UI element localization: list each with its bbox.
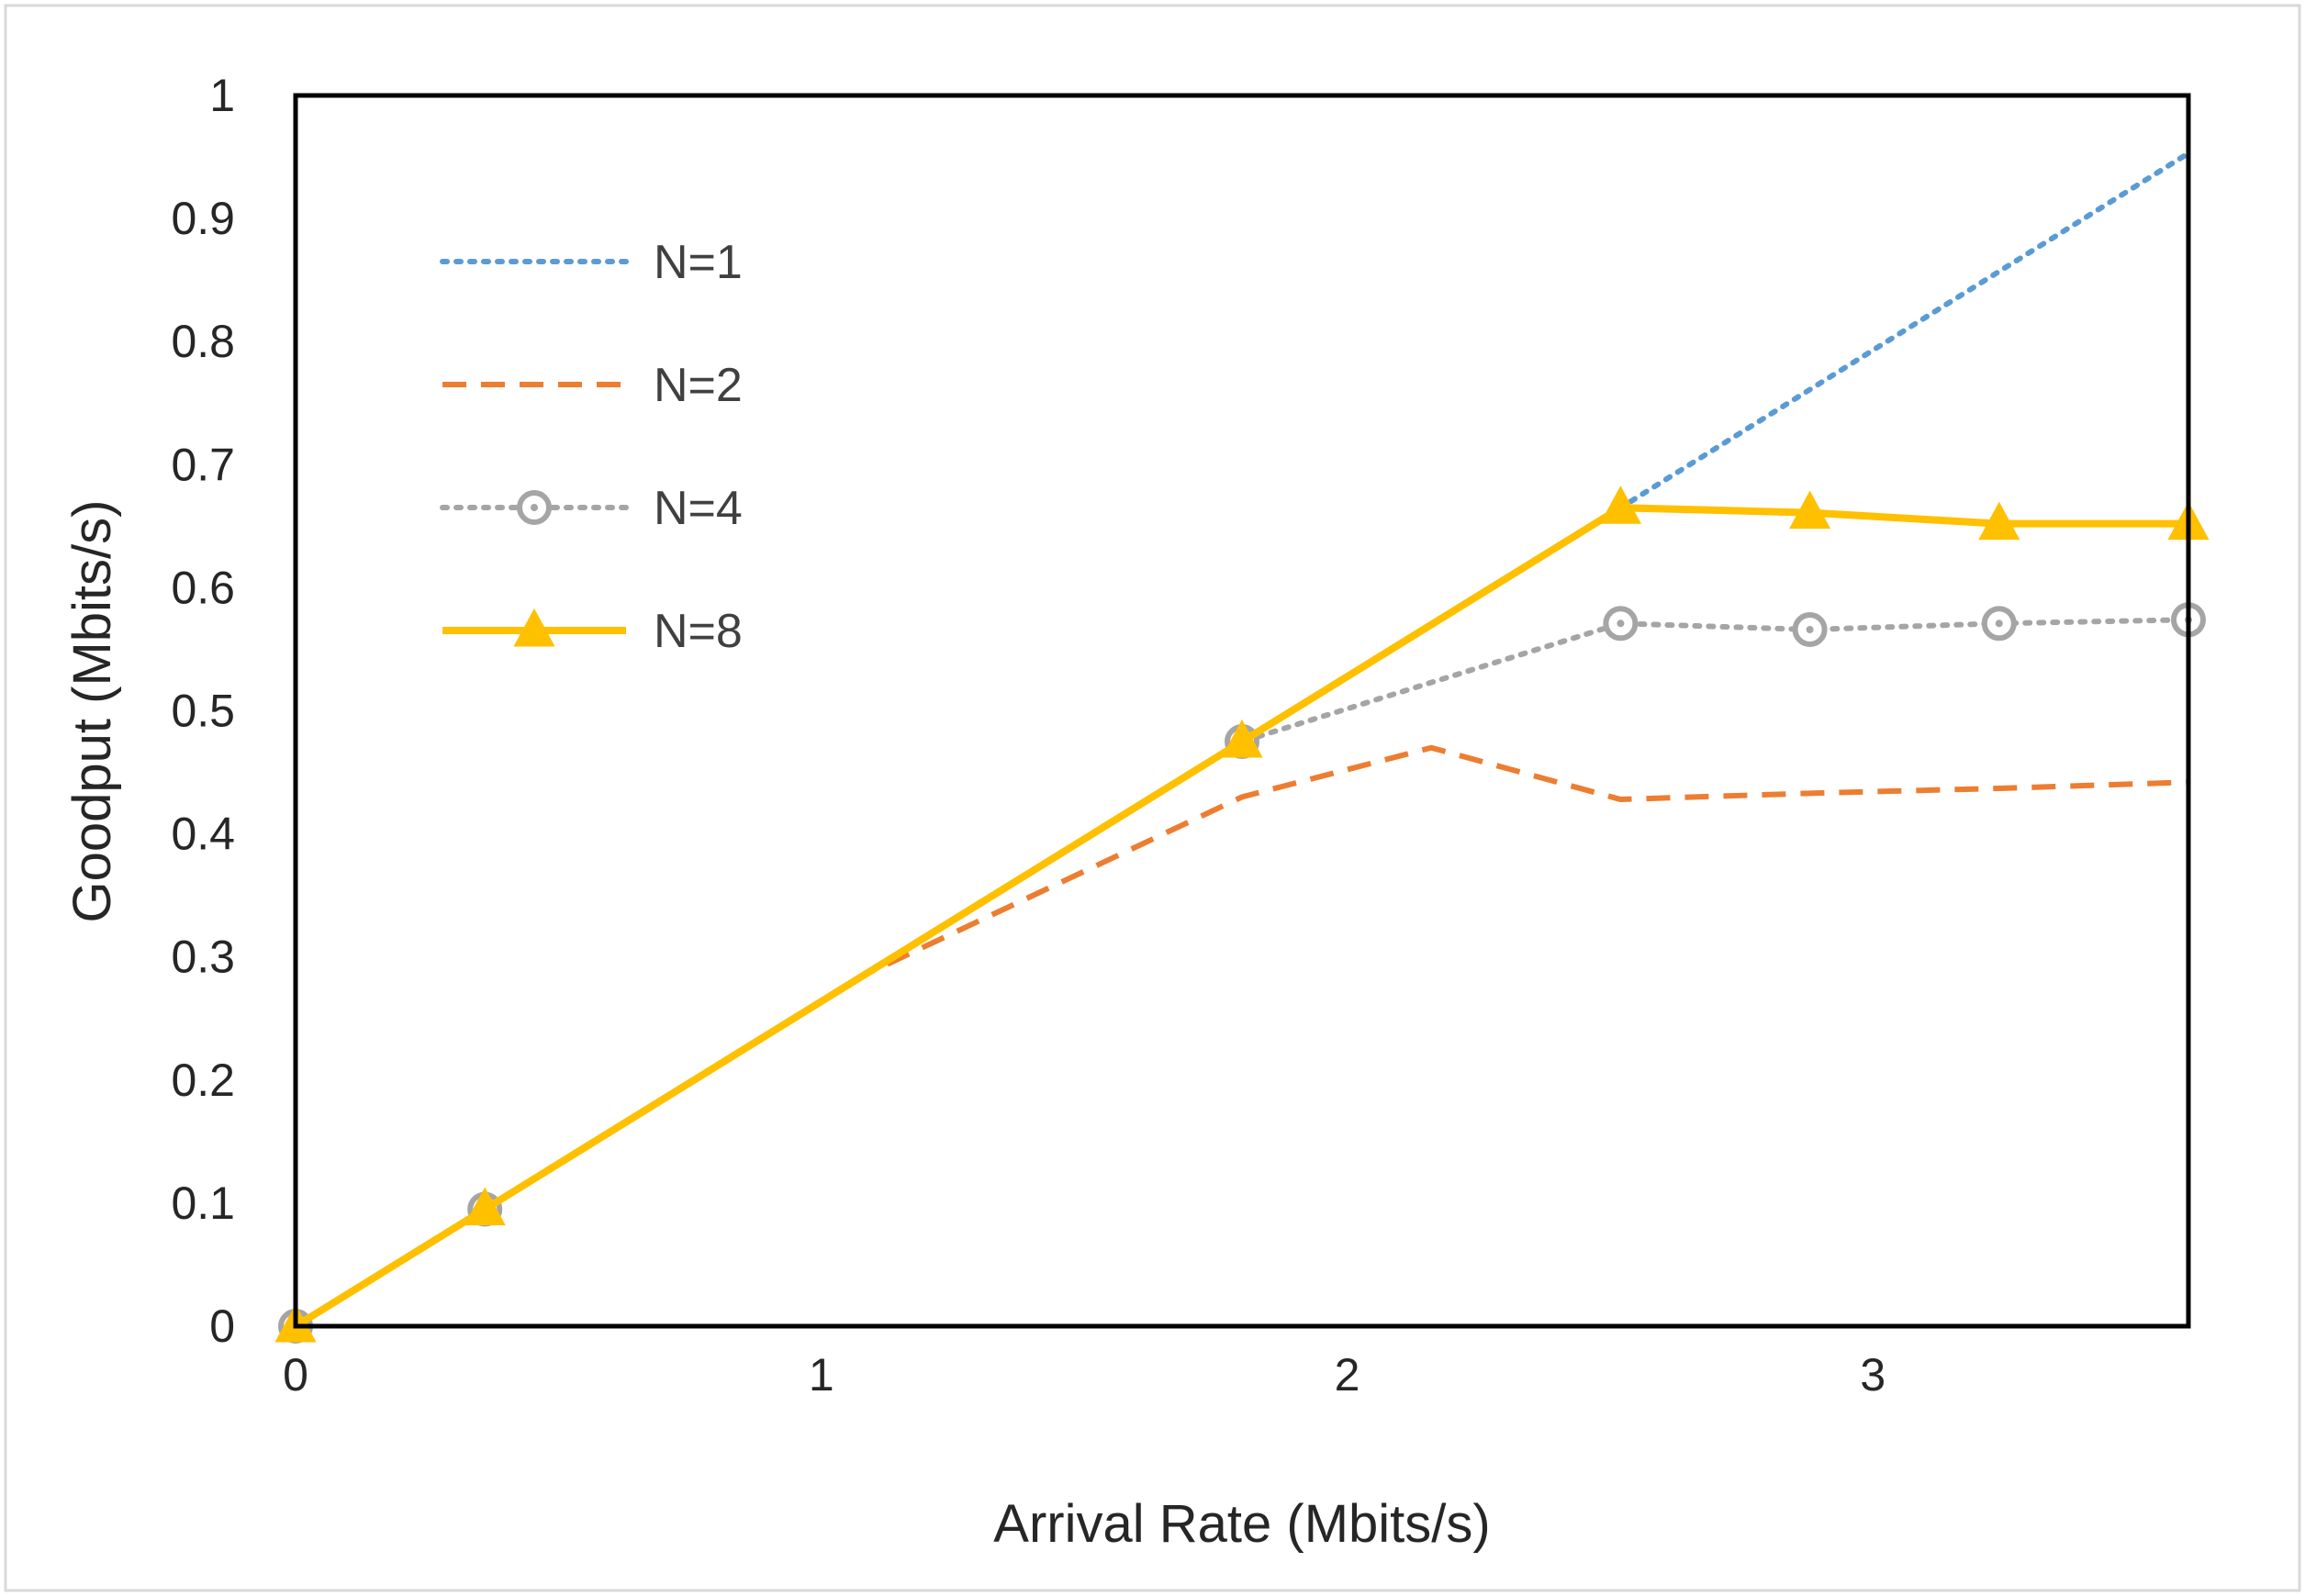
- legend-label: N=8: [654, 605, 743, 658]
- y-tick-label: 0.5: [171, 686, 235, 737]
- data-point: [1978, 501, 2020, 541]
- x-axis-title: Arrival Rate (Mbits/s): [993, 1494, 1490, 1554]
- data-point: [464, 1187, 506, 1226]
- y-tick-label: 1: [209, 70, 235, 121]
- y-axis-title: Goodput (Mbits/s): [62, 500, 122, 923]
- legend-label: N=4: [654, 482, 743, 535]
- y-tick-label: 0.3: [171, 932, 235, 983]
- series-N=8: [274, 485, 2210, 1343]
- legend-label: N=2: [654, 359, 743, 412]
- y-tick-label: 0.9: [171, 193, 235, 244]
- data-point-center: [1995, 619, 2003, 628]
- x-tick-label: 0: [283, 1349, 308, 1401]
- legend-item: N=4: [440, 482, 743, 535]
- legend: N=1 N=2 N=4 N=8: [440, 236, 743, 658]
- data-point-center: [1617, 619, 1625, 628]
- y-tick-label: 0.8: [171, 316, 235, 367]
- legend-marker: [513, 608, 555, 647]
- legend-label: N=1: [654, 236, 743, 289]
- y-tick-label: 0.6: [171, 562, 235, 613]
- y-tick-label: 0.7: [171, 439, 235, 490]
- data-point: [1599, 485, 1641, 524]
- y-tick-label: 0.1: [171, 1177, 235, 1229]
- x-tick-label: 3: [1860, 1349, 1885, 1401]
- data-point: [1789, 490, 1831, 530]
- x-tick-label: 1: [809, 1349, 834, 1401]
- x-tick-label: 2: [1335, 1349, 1360, 1401]
- legend-item: N=1: [440, 236, 743, 289]
- data-point: [1221, 719, 1263, 758]
- plot-area-frame: [293, 93, 2191, 1329]
- legend-marker-center: [531, 504, 538, 511]
- data-point-center: [1806, 625, 1814, 633]
- y-tick-label: 0: [209, 1300, 235, 1352]
- legend-item: N=2: [442, 359, 743, 412]
- legend-item: N=8: [442, 605, 743, 658]
- y-tick-label: 0.2: [171, 1055, 235, 1106]
- y-tick-label: 0.4: [171, 809, 235, 860]
